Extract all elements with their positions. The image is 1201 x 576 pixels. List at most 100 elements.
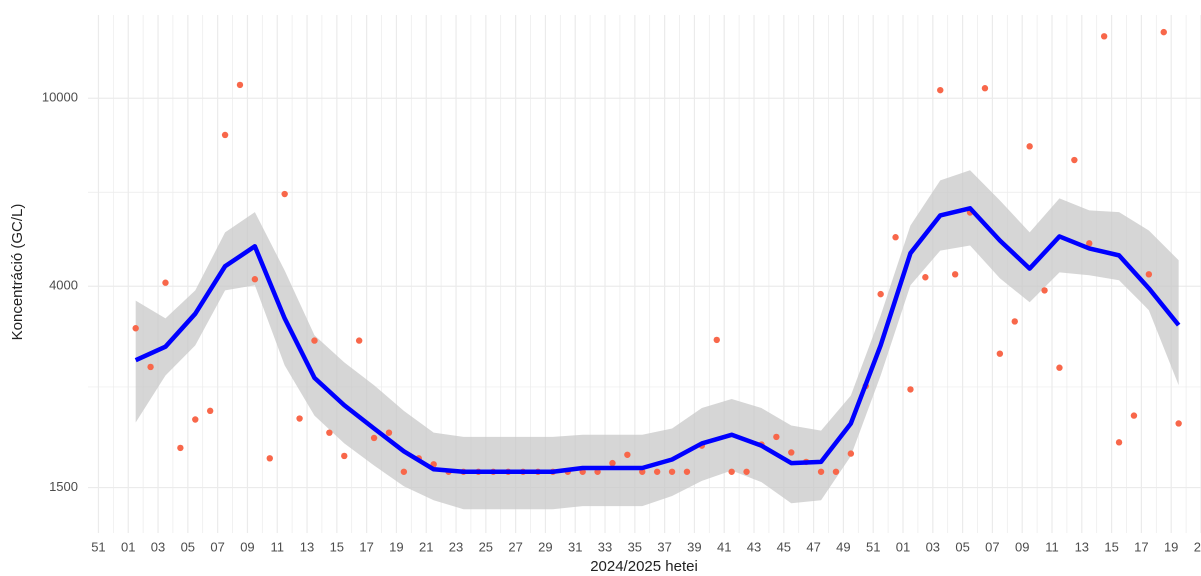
x-tick-label: 31 (568, 539, 582, 554)
x-tick-label: 03 (926, 539, 940, 554)
data-point (311, 337, 318, 344)
data-point (370, 434, 378, 442)
data-point (251, 276, 259, 283)
x-tick-label: 11 (1045, 539, 1059, 554)
data-point (341, 452, 348, 460)
data-point (1130, 412, 1138, 419)
data-point (1100, 33, 1108, 40)
x-tick-label: 17 (359, 539, 373, 554)
data-point (221, 131, 229, 139)
data-point (713, 336, 720, 344)
x-tick-label: 29 (538, 539, 552, 554)
data-point (192, 416, 199, 423)
data-point (385, 429, 393, 436)
x-tick-label: 41 (717, 539, 731, 554)
x-tick-label: 17 (1134, 539, 1148, 554)
data-point (728, 468, 735, 475)
data-point (996, 350, 1004, 357)
data-point (832, 468, 840, 475)
data-point (817, 468, 825, 475)
data-point (132, 325, 139, 332)
y-tick-label: 10000 (42, 90, 78, 105)
x-tick-label: 51 (91, 539, 105, 554)
data-point (296, 415, 303, 422)
data-point (624, 451, 631, 458)
data-point (206, 407, 214, 415)
x-tick-label: 51 (866, 539, 880, 554)
x-tick-label: 23 (449, 539, 463, 554)
data-point (326, 429, 333, 436)
data-point (907, 386, 914, 393)
y-tick-label: 1500 (49, 479, 78, 494)
x-tick-label: 09 (240, 539, 254, 554)
data-point (1071, 156, 1078, 164)
x-tick-label: 25 (479, 539, 493, 554)
x-tick-label: 19 (1164, 539, 1178, 554)
marks (132, 28, 1182, 510)
x-tick-label: 03 (151, 539, 165, 554)
x-tick-label: 43 (747, 539, 761, 554)
y-tick-label: 4000 (49, 278, 78, 293)
x-tick-label: 21 (419, 539, 433, 554)
x-tick-label: 13 (300, 539, 314, 554)
data-point (266, 455, 273, 462)
x-tick-label: 01 (896, 539, 910, 554)
data-point (1086, 240, 1093, 247)
data-point (1011, 318, 1018, 325)
x-tick-label: 21 (1194, 539, 1201, 554)
data-point (162, 279, 169, 286)
data-point (281, 190, 288, 198)
trend-line (134, 206, 1181, 475)
data-point (609, 459, 616, 467)
x-tick-label: 39 (687, 539, 701, 554)
data-point (743, 468, 750, 475)
data-point (1115, 439, 1123, 446)
x-tick-label: 09 (1015, 539, 1029, 554)
x-tick-label: 05 (181, 539, 195, 554)
data-point (177, 444, 184, 452)
data-point (892, 234, 899, 241)
data-point (668, 468, 676, 475)
x-tick-label: 47 (806, 539, 820, 554)
data-point (1160, 28, 1167, 36)
data-point (981, 85, 989, 92)
data-point (400, 468, 408, 475)
x-tick-label: 07 (210, 539, 224, 554)
x-tick-label: 27 (508, 539, 522, 554)
x-tick-label: 35 (628, 539, 642, 554)
x-tick-label: 07 (985, 539, 999, 554)
data-point (683, 468, 691, 475)
data-point (355, 337, 363, 344)
x-tick-label: 15 (1104, 539, 1118, 554)
data-point (847, 450, 855, 457)
x-tick-label: 37 (657, 539, 671, 554)
data-point (922, 274, 929, 281)
data-point (877, 290, 884, 298)
data-point (937, 86, 944, 94)
x-tick-label: 45 (777, 539, 791, 554)
data-point (1026, 143, 1033, 150)
x-tick-label: 15 (330, 539, 344, 554)
confidence-band (135, 170, 1179, 510)
x-tick-label: 01 (121, 539, 135, 554)
x-tick-label: 13 (1075, 539, 1089, 554)
x-tick-label: 49 (836, 539, 850, 554)
x-tick-label: 05 (955, 539, 969, 554)
data-point (1145, 271, 1153, 278)
data-point (236, 81, 244, 89)
data-point (1041, 287, 1048, 294)
data-point (788, 449, 795, 456)
data-point (147, 363, 154, 371)
data-point (773, 433, 780, 441)
data-point (951, 271, 959, 278)
data-point (1056, 364, 1063, 371)
data-point (653, 468, 661, 475)
x-axis-title: 2024/2025 hetei (590, 558, 698, 575)
x-tick-label: 19 (389, 539, 403, 554)
x-tick-label: 11 (270, 539, 284, 554)
y-axis-title: Koncentráció (GC/L) (9, 204, 26, 341)
x-tick-label: 33 (598, 539, 612, 554)
data-point (1175, 420, 1182, 427)
